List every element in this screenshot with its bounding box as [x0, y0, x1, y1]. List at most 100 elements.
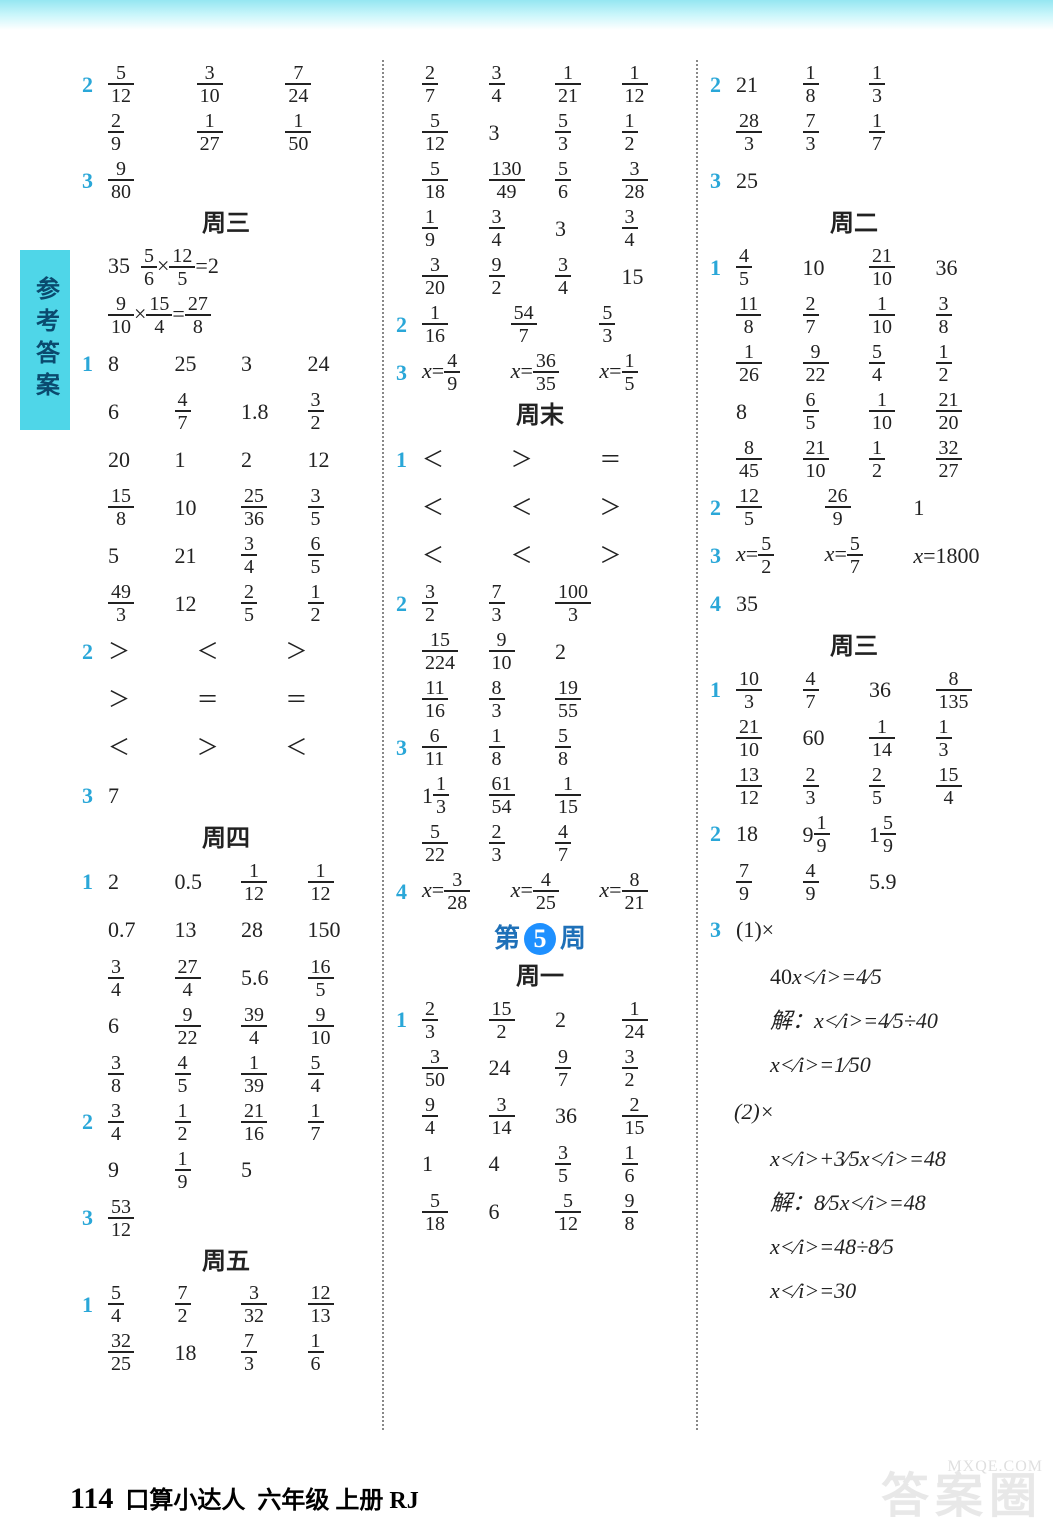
answer-cell: 12 [618, 111, 685, 155]
solution-header: 3(1)× [710, 908, 998, 954]
day-header-weekend: 周末 [396, 402, 684, 431]
answer-cell: 36 [551, 1103, 618, 1129]
answer-cell: 25 [237, 582, 304, 626]
answer-row: 36111858 [396, 725, 684, 771]
answer-cell: 35 [304, 486, 371, 530]
answer-cell: 115 [551, 774, 618, 818]
day-header-thu: 周四 [82, 825, 370, 854]
item-number: 2 [82, 1109, 104, 1135]
answer-cell: 18 [171, 1340, 238, 1366]
answer-row: 9431436215 [396, 1094, 684, 1140]
answer-cell: 1312 [732, 765, 799, 809]
answer-row: ＞＝＝ [82, 677, 370, 723]
answer-cell: 9 [104, 1157, 171, 1183]
answer-cell: 320 [418, 255, 485, 299]
answer-row: 5181304956328 [396, 158, 684, 204]
answer-row: 154723321213 [82, 1282, 370, 1328]
answer-cell: 165 [304, 957, 371, 1001]
answer-cell: 5 [237, 1157, 304, 1183]
answer-cell: 8 [732, 399, 799, 425]
answer-cell: 35 [732, 591, 998, 617]
answer-cell: 2 [551, 1007, 618, 1033]
answer-cell: 34 [551, 255, 618, 299]
answer-cell: 112 [237, 861, 304, 905]
answer-cell: 103 [732, 669, 799, 713]
equation-row: 3x=49x=3635x=15 [396, 350, 684, 396]
solution-step: 解：x<∕i>=4∕5÷40 [710, 1000, 998, 1044]
answer-cell: 45 [732, 246, 799, 290]
answer-cell: 32 [618, 1047, 685, 1091]
answer-cell: 25 [732, 168, 998, 194]
answer-cell: 65 [304, 534, 371, 578]
equation-row: 3x=52x=57x=1800 [710, 533, 998, 579]
answer-cell: 5 [104, 543, 171, 569]
equation-cell: x=57 [821, 534, 910, 578]
answer-cell: 512 [418, 111, 485, 155]
answer-row: 5222347 [396, 821, 684, 867]
answer-cell: 8 [104, 351, 171, 377]
answer-cell: 15 [618, 264, 685, 290]
answer-cell: 38 [932, 294, 999, 338]
answer-cell: 12 [304, 582, 371, 626]
solution-header: (2)× [710, 1090, 998, 1136]
answer-cell: 12 [932, 342, 999, 386]
equation-cell: x=821 [595, 870, 684, 914]
answer-cell: 2110 [732, 717, 799, 761]
answer-cell: 18 [485, 726, 552, 770]
answer-cell: ＞ [595, 543, 684, 569]
answer-cell: 159 [865, 813, 932, 857]
answer-cell: 310 [193, 63, 282, 107]
answer-cell: ＜ [418, 543, 507, 569]
answer-cell: 0.7 [104, 917, 171, 943]
answer-cell: 3227 [932, 438, 999, 482]
answer-cell: 5.9 [865, 869, 932, 895]
item-number: 3 [396, 735, 418, 761]
answer-cell: 121 [551, 63, 618, 107]
item-number: 3 [710, 168, 732, 194]
answer-cell: 12 [171, 1101, 238, 1145]
answer-cell: 512 [104, 63, 193, 107]
answer-row: 8452110123227 [710, 437, 998, 483]
item-number: 3 [710, 543, 732, 569]
answer-cell: 35 [551, 1143, 618, 1187]
answer-cell: 1 [909, 495, 998, 521]
answer-cell: ＜ [507, 495, 596, 521]
answer-row: 23412211617 [82, 1100, 370, 1146]
solution-step: x<∕i>=1∕50 [710, 1044, 998, 1088]
answer-row: 9195 [82, 1148, 370, 1194]
answer-cell: ＜ [281, 735, 370, 761]
day-header-wed2: 周三 [710, 633, 998, 662]
answer-cell: 25 [865, 765, 932, 809]
answer-cell: 13 [932, 717, 999, 761]
answer-row: 232731003 [396, 581, 684, 627]
item-number: 1 [82, 351, 104, 377]
answer-cell: 38 [104, 1053, 171, 1097]
answer-cell: 5.6 [237, 965, 304, 991]
answer-cell: 13049 [485, 159, 552, 203]
answer-cell: 21 [732, 72, 799, 98]
answer-cell: 19 [418, 207, 485, 251]
answer-row: 110347368135 [710, 668, 998, 714]
answer-cell: 283 [732, 111, 799, 155]
answer-row: 2211813 [710, 62, 998, 108]
answer-row: 37 [82, 773, 370, 819]
week-5-header: 第5周 [396, 923, 684, 955]
answer-cell: 125 [732, 486, 821, 530]
item-number: 2 [710, 72, 732, 98]
answer-row: 2734121112 [396, 62, 684, 108]
equation-row: 910×154=278 [82, 293, 370, 339]
answer-cell: 2 [104, 869, 171, 895]
answer-cell: 150 [304, 917, 371, 943]
answer-cell: 2 [551, 639, 618, 665]
answer-cell: 73 [799, 111, 866, 155]
answer-row: 21252691 [710, 485, 998, 531]
week-badge: 5 [524, 923, 556, 955]
answer-cell: 522 [418, 822, 485, 866]
answer-cell: 18 [799, 63, 866, 107]
day-header-tue: 周二 [710, 210, 998, 239]
answer-cell: 127 [193, 111, 282, 155]
column-1: 2512310724291271503980周三35 56×125=2910×1… [70, 60, 382, 1430]
answer-cell: 34 [618, 207, 685, 251]
equation-cell: x=49 [418, 351, 507, 395]
answer-cell: 2110 [799, 438, 866, 482]
